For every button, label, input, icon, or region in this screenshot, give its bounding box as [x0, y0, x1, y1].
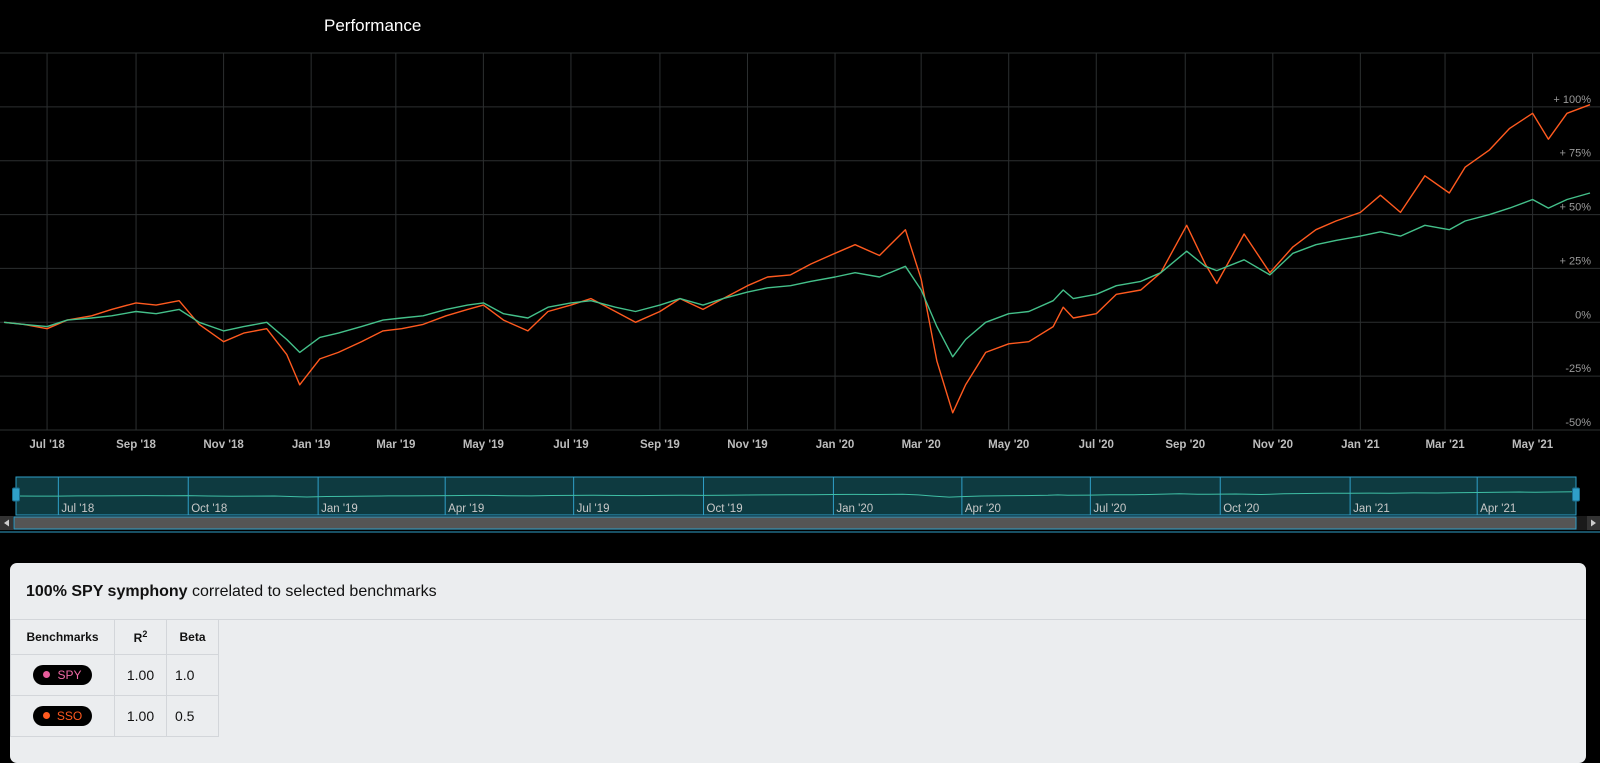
navigator-tick-label: Jul '20	[1093, 503, 1126, 515]
navigator-tick-label: Apr '21	[1480, 503, 1516, 515]
series-dot-icon	[43, 671, 51, 678]
y-tick-label: + 75%	[1560, 148, 1592, 160]
navigator-handle-right[interactable]	[1572, 487, 1580, 502]
navigator-handle-left[interactable]	[12, 487, 20, 502]
card-divider	[10, 619, 1586, 620]
range-navigator[interactable]: Jul '18 Oct '18 Jan '19 Apr '19 Jul '19 Oct '…	[0, 470, 1600, 535]
navigator-tick-label: Apr '19	[448, 503, 484, 515]
x-tick-label: May '20	[988, 439, 1029, 451]
benchmark-cell: SSO	[10, 695, 115, 737]
x-tick-label: Sep '18	[116, 439, 156, 451]
series-line-sso[interactable]	[3, 104, 1591, 414]
scrollbar-thumb[interactable]	[13, 516, 1577, 530]
navigator-tick-label: Jan '19	[321, 503, 358, 515]
x-tick-label: Sep '20	[1165, 439, 1205, 451]
benchmark-table: Benchmarks R2 Beta SPY 1.00 1.0 SSO 1.00…	[10, 619, 219, 737]
x-tick-label: May '19	[463, 439, 504, 451]
y-tick-label: + 25%	[1560, 255, 1592, 267]
y-tick-label: 0%	[1575, 309, 1591, 321]
benchmark-pill-spy[interactable]: SPY	[33, 665, 92, 685]
x-tick-label: Sep '19	[640, 439, 680, 451]
x-tick-label: Mar '21	[1425, 439, 1465, 451]
beta-value: 0.5	[166, 695, 219, 737]
navigator-tick-label: Oct '19	[707, 503, 743, 515]
y-tick-label: -50%	[1565, 417, 1591, 429]
beta-value: 1.0	[166, 654, 219, 696]
x-tick-label: Jan '20	[816, 439, 855, 451]
r2-header-base: R	[133, 631, 143, 645]
x-tick-label: May '21	[1512, 439, 1554, 451]
x-tick-label: Jul '18	[29, 439, 65, 451]
y-tick-label: + 50%	[1560, 202, 1592, 214]
x-tick-label: Nov '20	[1253, 439, 1293, 451]
navigator-tick-label: Oct '18	[191, 503, 227, 515]
correlation-heading: 100% SPY symphony correlated to selected…	[26, 583, 437, 601]
y-tick-label: + 100%	[1553, 94, 1591, 106]
x-tick-label: Mar '19	[376, 439, 415, 451]
navigator-tick-label: Oct '20	[1223, 503, 1259, 515]
benchmark-pill-sso[interactable]: SSO	[32, 706, 93, 726]
scroll-right-arrow-icon	[1591, 519, 1596, 527]
table-row: SSO 1.00 0.5	[10, 695, 219, 737]
correlation-heading-text: correlated to selected benchmarks	[187, 583, 437, 600]
series-line-spy[interactable]	[3, 192, 1591, 358]
y-tick-label: -25%	[1565, 363, 1591, 375]
r2-value: 1.00	[114, 695, 167, 737]
chart-title: Performance	[324, 16, 422, 35]
r2-header-sup: 2	[142, 629, 148, 639]
x-tick-label: Mar '20	[902, 439, 941, 451]
r2-header[interactable]: R2	[114, 619, 167, 655]
benchmark-ticker: SSO	[56, 709, 83, 723]
navigator-tick-label: Jan '20	[836, 503, 873, 515]
performance-chart[interactable]: + 100% + 75% + 50% + 25% 0% -25% -50% Jul '18 Se…	[0, 0, 1600, 460]
navigator-tick-label: Apr '20	[965, 503, 1001, 515]
scroll-left-arrow-icon	[4, 519, 9, 527]
navigator-series-line	[15, 491, 1577, 498]
x-tick-label: Nov '18	[203, 439, 244, 451]
benchmark-cell: SPY	[10, 654, 115, 696]
x-tick-label: Jul '20	[1079, 439, 1114, 451]
symphony-name: 100% SPY symphony	[26, 583, 188, 600]
navigator-tick-label: Jan '21	[1353, 503, 1390, 515]
correlation-card: 100% SPY symphony correlated to selected…	[10, 563, 1586, 763]
x-tick-label: Nov '19	[727, 439, 767, 451]
navigator-tick-label: Jul '19	[577, 503, 610, 515]
x-tick-label: Jul '19	[553, 439, 588, 451]
benchmarks-header[interactable]: Benchmarks	[10, 619, 115, 655]
x-tick-label: Jan '19	[292, 439, 331, 451]
x-tick-label: Jan '21	[1341, 439, 1380, 451]
beta-header[interactable]: Beta	[166, 619, 219, 655]
benchmark-ticker: SPY	[57, 668, 82, 682]
table-row: SPY 1.00 1.0	[10, 654, 219, 696]
benchmark-table-header: Benchmarks R2 Beta	[10, 619, 219, 655]
series-dot-icon	[42, 712, 50, 719]
navigator-tick-label: Jul '18	[61, 503, 94, 515]
r2-value: 1.00	[114, 654, 167, 696]
